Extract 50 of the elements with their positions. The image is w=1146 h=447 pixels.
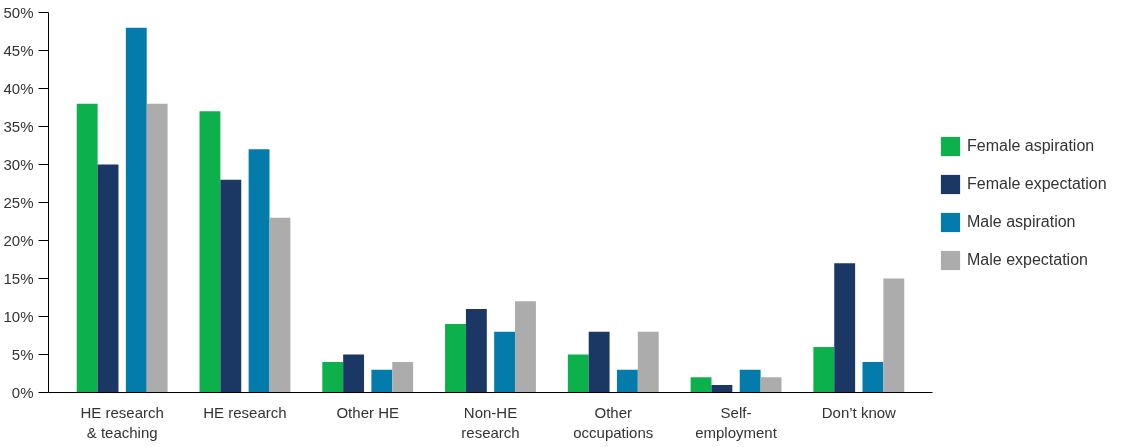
legend-label: Female aspiration <box>967 137 1095 155</box>
y-tick-label: 35% <box>3 118 34 135</box>
y-tick-label: 25% <box>3 194 34 211</box>
bar <box>862 362 884 393</box>
bar <box>637 331 659 393</box>
y-tick-label: 50% <box>3 4 34 21</box>
y-tick-label: 15% <box>3 270 34 287</box>
x-tick-label: Non-HE research <box>461 403 520 441</box>
bar <box>199 111 221 393</box>
bar <box>813 346 835 393</box>
bar <box>760 377 782 393</box>
bar <box>322 362 344 393</box>
bar <box>711 384 733 393</box>
x-tick-label: Self- employment <box>695 403 778 441</box>
x-tick-label: Other occupations <box>573 403 654 441</box>
bar <box>739 369 761 393</box>
y-tick-label: 20% <box>3 232 34 249</box>
bar <box>125 27 147 393</box>
bar <box>220 179 242 393</box>
bar <box>343 354 365 393</box>
bar <box>494 331 516 393</box>
bar <box>392 362 414 393</box>
x-tick-label: Other HE <box>336 403 399 421</box>
bar <box>567 354 589 393</box>
bar <box>883 278 905 393</box>
y-tick-label: 45% <box>3 42 34 59</box>
bar <box>371 369 393 393</box>
x-tick-label: HE research & teaching <box>80 403 164 441</box>
bar <box>76 103 98 393</box>
bar <box>146 103 168 393</box>
legend-label: Female expectation <box>967 175 1107 193</box>
y-tick-label: 0% <box>11 384 34 401</box>
y-tick-label: 40% <box>3 80 34 97</box>
bar <box>515 301 536 393</box>
y-tick-label: 5% <box>11 346 34 363</box>
y-tick-label: 10% <box>3 308 34 325</box>
bar <box>269 217 291 393</box>
legend-label: Male expectation <box>967 251 1088 269</box>
bar <box>445 324 466 393</box>
bar <box>588 331 610 393</box>
legend-label: Male aspiration <box>967 213 1076 231</box>
y-tick-label: 30% <box>3 156 34 173</box>
bar <box>465 308 487 393</box>
bar <box>248 149 270 393</box>
bar <box>834 263 856 393</box>
x-tick-label: HE research <box>203 403 287 421</box>
bar <box>616 369 638 393</box>
bar <box>97 164 119 393</box>
x-tick-label: Don’t know <box>821 403 897 421</box>
bar <box>690 377 712 393</box>
